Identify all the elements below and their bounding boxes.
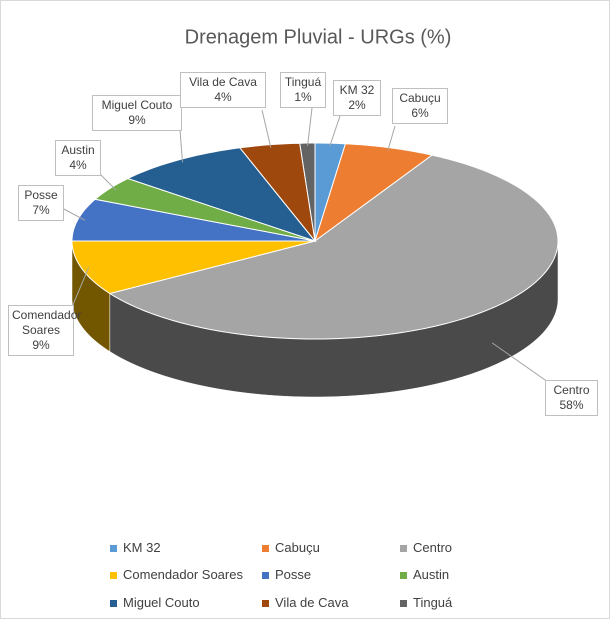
slice	[299, 142, 316, 242]
data-label-name: Tinguá	[284, 75, 322, 89]
data-label: Vila de Cava 4%	[180, 72, 266, 108]
data-label-name: Cabuçu	[399, 91, 441, 105]
leader-line	[71, 267, 90, 308]
legend-swatch	[110, 545, 117, 553]
data-label-value: 7%	[32, 203, 50, 217]
legend-item: Cabuçu	[262, 540, 320, 555]
data-label: Tinguá 1%	[280, 72, 326, 108]
legend-item: KM 32	[110, 540, 161, 555]
legend-item: Tinguá	[400, 595, 452, 610]
data-label: Comendador Soares 9%	[8, 305, 82, 356]
legend-label: Cabuçu	[275, 540, 320, 555]
leader-line	[491, 342, 549, 383]
legend-label: Miguel Couto	[123, 595, 200, 610]
data-label-name: Centro	[553, 383, 590, 397]
leader-line	[261, 109, 272, 148]
slice	[71, 240, 316, 295]
legend-swatch	[110, 600, 117, 608]
data-label-value: 9%	[32, 338, 50, 352]
legend-swatch	[262, 600, 269, 608]
legend-swatch	[400, 545, 407, 553]
data-label-name: Vila de Cava	[189, 75, 257, 89]
data-label-value: 6%	[411, 106, 429, 120]
data-label-name: KM 32	[339, 83, 375, 97]
legend-item: Centro	[400, 540, 452, 555]
leader-line	[329, 115, 341, 147]
data-label-value: 9%	[128, 113, 146, 127]
data-label: Posse 7%	[18, 185, 64, 221]
legend-label: Comendador Soares	[123, 567, 243, 582]
leader-line	[179, 129, 184, 163]
data-label: Austin 4%	[55, 140, 101, 176]
legend-label: Centro	[413, 540, 453, 555]
legend-swatch	[262, 545, 269, 553]
data-label-value: 58%	[559, 398, 584, 412]
data-label-name: Posse	[24, 188, 58, 202]
data-label-value: 1%	[294, 90, 312, 104]
legend-swatch	[400, 600, 407, 608]
legend-label: Vila de Cava	[275, 595, 349, 610]
data-label: Cabuçu 6%	[392, 88, 448, 124]
data-label-name: Comendador Soares	[12, 308, 82, 337]
legend-label: Posse	[275, 567, 312, 582]
legend-label: Tinguá	[413, 595, 453, 610]
slice	[238, 142, 316, 243]
legend-label: KM 32	[123, 540, 161, 555]
leader-line	[387, 125, 396, 151]
legend-item: Vila de Cava	[262, 595, 348, 610]
data-label: Centro 58%	[545, 380, 598, 416]
legend-item: Austin	[400, 567, 449, 582]
legend-swatch	[262, 572, 269, 580]
slice	[314, 143, 434, 243]
legend-item: Comendador Soares	[110, 567, 243, 582]
slice	[93, 177, 316, 242]
legend-swatch	[400, 572, 407, 580]
data-label-name: Austin	[61, 143, 95, 157]
slice	[71, 198, 316, 242]
data-label: KM 32 2%	[333, 80, 381, 116]
legend-item: Miguel Couto	[110, 595, 200, 610]
data-label: Miguel Couto 9%	[92, 95, 182, 131]
slice	[126, 147, 317, 243]
slice	[108, 154, 559, 340]
leader-line	[61, 207, 86, 221]
legend-label: Austin	[413, 567, 450, 582]
data-label-value: 2%	[348, 98, 366, 112]
legend-item: Posse	[262, 567, 311, 582]
data-label-name: Miguel Couto	[101, 98, 173, 112]
legend-swatch	[110, 572, 117, 580]
data-label-value: 4%	[214, 90, 232, 104]
data-label-value: 4%	[69, 158, 87, 172]
chart-title: Drenagem Pluvial - URGs (%)	[185, 26, 452, 48]
leader-line	[307, 107, 313, 147]
